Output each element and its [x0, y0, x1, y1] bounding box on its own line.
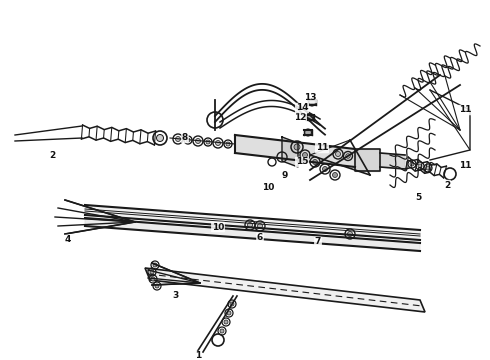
Circle shape — [224, 320, 228, 324]
Circle shape — [226, 142, 230, 146]
Polygon shape — [85, 205, 420, 240]
Text: 7: 7 — [315, 238, 321, 247]
Text: 1: 1 — [195, 351, 201, 360]
Polygon shape — [85, 218, 420, 251]
Circle shape — [175, 136, 180, 141]
Circle shape — [230, 302, 234, 306]
Circle shape — [156, 135, 164, 141]
Circle shape — [150, 270, 154, 274]
Text: 11: 11 — [459, 105, 471, 114]
Circle shape — [206, 140, 210, 144]
Circle shape — [216, 140, 220, 145]
Circle shape — [347, 231, 352, 237]
Text: 9: 9 — [282, 171, 288, 180]
Circle shape — [186, 138, 190, 142]
Circle shape — [426, 166, 430, 170]
Circle shape — [346, 154, 350, 158]
Circle shape — [309, 99, 316, 106]
Circle shape — [302, 153, 308, 158]
Text: 15: 15 — [296, 158, 308, 166]
Text: 2: 2 — [49, 150, 55, 159]
Circle shape — [196, 139, 200, 144]
Polygon shape — [380, 153, 405, 169]
Text: 13: 13 — [304, 94, 316, 103]
Circle shape — [333, 172, 338, 177]
Text: 12: 12 — [294, 113, 306, 122]
Text: 2: 2 — [444, 180, 450, 189]
Circle shape — [258, 224, 263, 229]
Circle shape — [294, 144, 300, 150]
Text: 3: 3 — [172, 291, 178, 300]
Circle shape — [220, 329, 224, 333]
Text: 8: 8 — [182, 134, 188, 143]
Circle shape — [336, 152, 341, 157]
Text: 11: 11 — [316, 144, 328, 153]
Polygon shape — [355, 149, 380, 171]
Circle shape — [304, 129, 312, 136]
Circle shape — [247, 222, 252, 228]
Circle shape — [227, 311, 231, 315]
Circle shape — [410, 162, 414, 166]
Circle shape — [418, 164, 422, 168]
Polygon shape — [282, 137, 298, 167]
Circle shape — [322, 166, 327, 171]
Circle shape — [155, 284, 159, 288]
Circle shape — [151, 277, 155, 281]
Text: 10: 10 — [212, 222, 224, 231]
Circle shape — [153, 263, 157, 267]
Text: 11: 11 — [459, 161, 471, 170]
Polygon shape — [145, 268, 425, 312]
Text: 10: 10 — [262, 184, 274, 193]
Text: 6: 6 — [257, 234, 263, 243]
Polygon shape — [235, 135, 355, 167]
Text: 4: 4 — [65, 235, 71, 244]
Circle shape — [307, 114, 314, 121]
Text: 5: 5 — [415, 193, 421, 202]
Text: 14: 14 — [295, 104, 308, 112]
Circle shape — [313, 159, 318, 165]
